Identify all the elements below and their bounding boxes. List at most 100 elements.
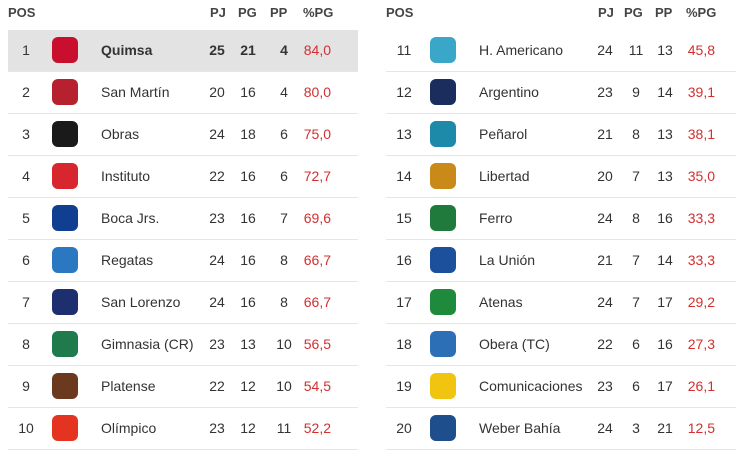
table-row[interactable]: 10 Olímpico 23 12 11 52,2 (8, 408, 358, 450)
won: 12 (240, 420, 256, 436)
header-pct: %PG (303, 5, 334, 20)
obera-logo (430, 331, 456, 357)
table-row[interactable]: 5 Boca Jrs. 23 16 7 69,6 (8, 198, 358, 240)
table-row[interactable]: 4 Instituto 22 16 6 72,7 (8, 156, 358, 198)
table-row[interactable]: 3 Obras 24 18 6 75,0 (8, 114, 358, 156)
lost: 14 (657, 84, 673, 100)
table-row[interactable]: 19 Comunicaciones 23 6 17 26,1 (386, 366, 736, 408)
played: 22 (597, 336, 613, 352)
regatas-logo (52, 247, 78, 273)
played: 24 (597, 210, 613, 226)
table-header: POS PJ PG PP %PG (386, 0, 736, 30)
san-lorenzo-logo (52, 289, 78, 315)
team-name: Instituto (101, 168, 151, 184)
position: 6 (22, 252, 30, 268)
table-row[interactable]: 7 San Lorenzo 24 16 8 66,7 (8, 282, 358, 324)
position: 8 (22, 336, 30, 352)
position: 12 (396, 84, 412, 100)
quimsa-logo (52, 37, 78, 63)
table-row[interactable]: 1 Quimsa 25 21 4 84,0 (8, 30, 358, 72)
won: 8 (632, 210, 640, 226)
table-row[interactable]: 2 San Martín 20 16 4 80,0 (8, 72, 358, 114)
win-pct: 84,0 (303, 42, 331, 58)
win-pct: 33,3 (687, 252, 715, 268)
won: 8 (632, 126, 640, 142)
win-pct: 27,3 (687, 336, 715, 352)
table-row[interactable]: 20 Weber Bahía 24 3 21 12,5 (386, 408, 736, 450)
position: 15 (396, 210, 412, 226)
won: 11 (628, 42, 644, 58)
team-name: San Martín (101, 84, 170, 100)
won: 13 (240, 336, 256, 352)
won: 7 (632, 252, 640, 268)
win-pct: 72,7 (303, 168, 331, 184)
won: 9 (632, 84, 640, 100)
table-row[interactable]: 8 Gimnasia (CR) 23 13 10 56,5 (8, 324, 358, 366)
position: 2 (22, 84, 30, 100)
position: 13 (396, 126, 412, 142)
lost: 11 (276, 420, 292, 436)
position: 4 (22, 168, 30, 184)
position: 10 (18, 420, 34, 436)
header-pg: PG (238, 5, 257, 20)
played: 20 (209, 84, 225, 100)
ferro-logo (430, 205, 456, 231)
team-name: Argentino (479, 84, 539, 100)
team-name: Obera (TC) (479, 336, 550, 352)
win-pct: 38,1 (687, 126, 715, 142)
win-pct: 66,7 (303, 294, 331, 310)
header-pct: %PG (686, 5, 717, 20)
libertad-logo (430, 163, 456, 189)
played: 23 (209, 210, 225, 226)
argentino-logo (430, 79, 456, 105)
table-row[interactable]: 11 H. Americano 24 11 13 45,8 (386, 30, 736, 72)
played: 24 (597, 294, 613, 310)
table-row[interactable]: 17 Atenas 24 7 17 29,2 (386, 282, 736, 324)
won: 18 (240, 126, 256, 142)
won: 16 (240, 252, 256, 268)
won: 12 (240, 378, 256, 394)
win-pct: 45,8 (687, 42, 715, 58)
gimnasia-logo (52, 331, 78, 357)
position: 17 (396, 294, 412, 310)
won: 16 (240, 84, 256, 100)
played: 24 (209, 252, 225, 268)
table-header: POS PJ PG PP %PG (8, 0, 358, 30)
played: 20 (597, 168, 613, 184)
played: 24 (209, 126, 225, 142)
won: 3 (632, 420, 640, 436)
played: 24 (209, 294, 225, 310)
lost: 10 (276, 336, 292, 352)
win-pct: 29,2 (687, 294, 715, 310)
won: 7 (632, 294, 640, 310)
lost: 16 (657, 336, 673, 352)
table-row[interactable]: 18 Obera (TC) 22 6 16 27,3 (386, 324, 736, 366)
position: 20 (396, 420, 412, 436)
lost: 4 (280, 42, 288, 58)
position: 3 (22, 126, 30, 142)
win-pct: 75,0 (303, 126, 331, 142)
win-pct: 69,6 (303, 210, 331, 226)
header-pp: PP (270, 5, 288, 20)
win-pct: 39,1 (687, 84, 715, 100)
table-row[interactable]: 16 La Unión 21 7 14 33,3 (386, 240, 736, 282)
header-pj: PJ (210, 5, 226, 20)
lost: 17 (657, 378, 673, 394)
table-row[interactable]: 14 Libertad 20 7 13 35,0 (386, 156, 736, 198)
position: 11 (396, 42, 412, 58)
table-row[interactable]: 12 Argentino 23 9 14 39,1 (386, 72, 736, 114)
team-name: Olímpico (101, 420, 157, 436)
played: 21 (597, 126, 613, 142)
won: 6 (632, 336, 640, 352)
table-row[interactable]: 6 Regatas 24 16 8 66,7 (8, 240, 358, 282)
lost: 16 (657, 210, 673, 226)
table-row[interactable]: 15 Ferro 24 8 16 33,3 (386, 198, 736, 240)
team-name: Weber Bahía (479, 420, 561, 436)
lost: 4 (280, 84, 288, 100)
team-name: Atenas (479, 294, 523, 310)
table-row[interactable]: 9 Platense 22 12 10 54,5 (8, 366, 358, 408)
table-row[interactable]: 13 Peñarol 21 8 13 38,1 (386, 114, 736, 156)
win-pct: 56,5 (303, 336, 331, 352)
team-name: Platense (101, 378, 156, 394)
weber-bahia-logo (430, 415, 456, 441)
